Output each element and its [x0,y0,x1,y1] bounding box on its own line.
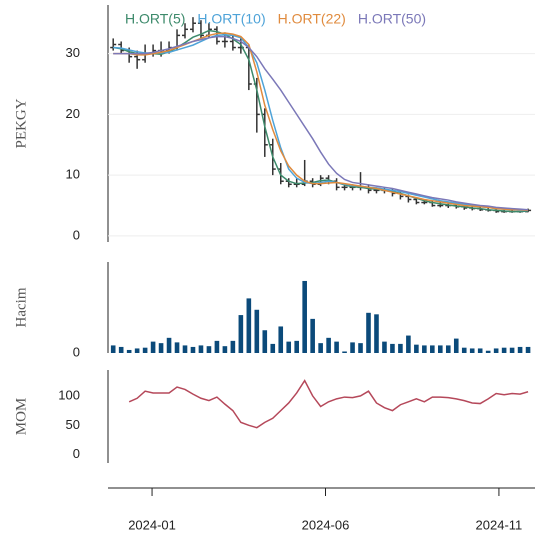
y-axis-label: Hacim [13,287,29,327]
y-tick-label: 0 [73,344,80,359]
volume-bar [134,348,140,353]
volume-bar [390,343,395,353]
volume-bar [310,318,315,353]
volume-bar [150,341,156,353]
legend-entry: H.ORT(50) [358,11,426,27]
volume-bar [477,348,483,353]
volume-bar [254,309,260,353]
volume-bar [294,340,299,353]
y-tick-label: 30 [66,45,80,60]
volume-bar [374,314,379,353]
volume-bar [366,312,371,353]
volume-bar [246,298,252,353]
volume-bar [398,343,403,353]
momentum-line [128,379,529,429]
volume-bar [461,347,467,353]
volume-bar [182,345,188,353]
volume-bar [190,346,196,353]
y-tick-label: 0 [73,227,80,242]
y-tick-label: 50 [66,417,80,432]
volume-bar [469,348,475,353]
x-tick-label: 2024-11 [476,517,523,532]
moving-average-line [113,34,529,212]
volume-bar [302,280,307,353]
moving-average-line [113,35,529,211]
volume-bar [501,347,507,353]
volume-bar [517,346,523,353]
volume-bar [262,330,268,353]
legend-entry: H.ORT(5) [125,11,185,27]
volume-bar [509,347,515,353]
volume-bar [382,341,387,353]
moving-average-line [113,32,529,212]
volume-bar [238,315,244,353]
volume-bar [166,337,172,353]
volume-bar [406,335,411,353]
volume-bar [214,340,220,353]
volume-bar [422,345,427,353]
volume-bar [358,343,363,353]
volume-bar [174,342,180,353]
y-axis-label: PEKGY [13,98,29,148]
y-axis-label: MOM [13,398,29,436]
volume-bar [485,350,491,353]
legend-entry: H.ORT(22) [278,11,346,27]
volume-bar [430,345,435,353]
volume-bar [278,326,284,353]
y-tick-label: 10 [66,167,80,182]
volume-bar [230,340,236,353]
volume-bar [438,345,443,353]
y-tick-label: 100 [58,387,80,402]
y-tick-label: 0 [73,446,80,461]
volume-bar [350,342,355,353]
volume-bar [318,343,323,353]
volume-bar [110,345,116,353]
volume-bar [126,349,132,353]
volume-bar [445,345,451,353]
legend-entry: H.ORT(10) [197,11,265,27]
volume-bar [118,346,124,353]
volume-bar [222,346,228,353]
volume-bar [493,348,499,353]
y-tick-label: 20 [66,106,80,121]
volume-bar [270,343,276,353]
volume-bar [326,337,331,353]
volume-bar [142,347,148,353]
volume-bar [334,341,339,353]
x-tick-label: 2024-01 [128,517,176,532]
volume-bar [286,341,292,353]
x-tick-label: 2024-06 [302,517,350,532]
volume-bar [206,346,212,353]
volume-bar [525,346,531,353]
volume-bar [414,344,419,353]
volume-bar [453,338,459,353]
volume-bar [198,345,204,353]
volume-bar [158,343,164,353]
volume-bar [342,351,347,353]
